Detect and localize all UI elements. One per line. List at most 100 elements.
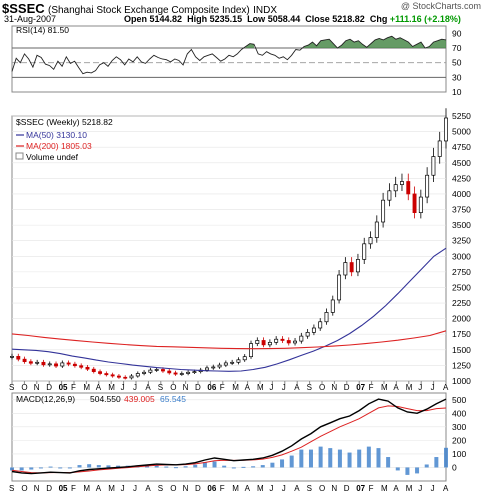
price-x-tick-label: M <box>257 383 264 392</box>
macd-x-tick-label: O <box>170 484 176 493</box>
price-x-tick-label: O <box>170 383 176 392</box>
price-candle <box>41 361 46 366</box>
price-candle <box>161 369 165 372</box>
price-candle <box>318 321 323 329</box>
macd-histogram-bar <box>251 466 256 468</box>
price-tick-label: 4250 <box>452 173 471 183</box>
price-candle <box>22 358 27 363</box>
macd-x-tick-label: J <box>133 484 137 493</box>
price-candle <box>330 299 335 313</box>
price-tick-label: 2750 <box>452 267 471 277</box>
price-tick-label: 1500 <box>452 345 471 355</box>
macd-x-tick-label: M <box>83 484 90 493</box>
macd-x-tick-label: D <box>344 484 350 493</box>
rsi-tick-label: 30 <box>452 72 462 82</box>
price-x-tick-label: S <box>9 383 14 392</box>
macd-histogram-bar <box>29 467 34 470</box>
rsi-overbought-fill <box>245 43 255 48</box>
date-label: 31-Aug-2007 <box>4 14 57 24</box>
index-name: (Shanghai Stock Exchange Composite Index… <box>47 5 250 16</box>
price-candle <box>412 193 417 213</box>
low-label: Low <box>247 14 266 24</box>
price-tick-label: 4500 <box>452 158 471 168</box>
price-candle <box>249 343 253 358</box>
price-candle <box>324 312 329 323</box>
macd-tick-label: 0 <box>452 462 457 472</box>
price-candle <box>223 362 228 366</box>
price-candle <box>192 371 197 373</box>
price-x-tick-label: S <box>307 383 312 392</box>
high-value: 5235.15 <box>209 14 243 24</box>
price-x-tick-label: M <box>406 383 413 392</box>
price-x-tick-label: S <box>158 383 163 392</box>
macd-x-tick-label: F <box>71 484 76 493</box>
macd-x-tick-label: F <box>220 484 225 493</box>
macd-histogram-bar <box>222 465 227 468</box>
macd-x-tick-label: S <box>307 484 312 493</box>
macd-tick-label: 400 <box>452 408 466 418</box>
price-x-tick-label: N <box>183 383 189 392</box>
price-x-tick-label: 07 <box>356 383 365 392</box>
ma200-line <box>11 330 447 350</box>
macd-x-tick-label: O <box>21 484 27 493</box>
macd-x-tick-label: O <box>319 484 325 493</box>
price-x-tick-label: J <box>269 383 273 392</box>
macd-histogram-bar <box>260 465 265 468</box>
price-tick-label: 2250 <box>452 298 471 308</box>
change-value: +111.16 (+2.18%) <box>389 14 461 24</box>
macd-panel <box>11 392 447 482</box>
macd-x-tick-label: A <box>393 484 399 493</box>
open-label: Open <box>124 14 148 24</box>
price-candle <box>54 363 58 367</box>
price-candle <box>230 361 235 364</box>
macd-histogram-bar <box>270 462 275 468</box>
macd-x-tick-label: J <box>418 484 422 493</box>
price-candle <box>374 221 379 238</box>
price-candle <box>66 362 71 365</box>
price-candle <box>286 340 291 344</box>
low-value: 5058.44 <box>267 14 301 24</box>
macd-line <box>11 398 447 475</box>
price-x-tick-label: J <box>121 383 125 392</box>
price-candle <box>211 366 216 369</box>
price-tick-label: 2500 <box>452 282 471 292</box>
price-x-tick-label: J <box>431 383 435 392</box>
macd-legend-signal: 439.005 <box>124 394 155 404</box>
macd-histogram-bar <box>328 448 333 468</box>
macd-histogram-bar <box>434 457 439 468</box>
macd-x-tick-label: N <box>183 484 189 493</box>
macd-legend-hist: 65.545 <box>160 394 186 404</box>
macd-histogram-bar <box>415 467 420 474</box>
price-candle <box>173 372 178 375</box>
price-x-tick-label: D <box>344 383 350 392</box>
price-candle <box>79 365 84 368</box>
price-candle <box>110 374 115 377</box>
rsi-tick-label: 70 <box>452 43 462 53</box>
price-panel <box>11 115 447 382</box>
price-candle <box>387 190 392 201</box>
macd-x-tick-label: A <box>294 484 300 493</box>
price-candle <box>129 375 134 379</box>
macd-tick-label: 100 <box>452 449 466 459</box>
rsi-panel <box>11 25 447 93</box>
macd-histogram-bar <box>48 466 53 468</box>
price-tick-label: 5250 <box>452 111 471 121</box>
macd-histogram-bar <box>193 464 198 468</box>
macd-histogram-bar <box>424 464 429 468</box>
symbol: $SSEC <box>2 1 45 16</box>
macd-x-tick-label: 06 <box>207 484 216 493</box>
macd-histogram-bar <box>183 466 188 468</box>
rsi-line <box>11 35 447 75</box>
macd-x-tick-label: D <box>195 484 201 493</box>
rsi-tick-label: 50 <box>452 58 462 68</box>
macd-histogram-bar <box>395 467 400 471</box>
price-x-tick-label: A <box>96 383 102 392</box>
credit-link[interactable]: @ StockCharts.com <box>400 1 481 11</box>
macd-tick-label: 300 <box>452 422 466 432</box>
price-candle <box>186 371 191 374</box>
price-candle <box>123 376 128 379</box>
price-candle <box>362 243 367 260</box>
price-candle <box>349 262 354 273</box>
volume-legend-swatch <box>15 152 24 160</box>
macd-x-tick-label: N <box>331 484 337 493</box>
